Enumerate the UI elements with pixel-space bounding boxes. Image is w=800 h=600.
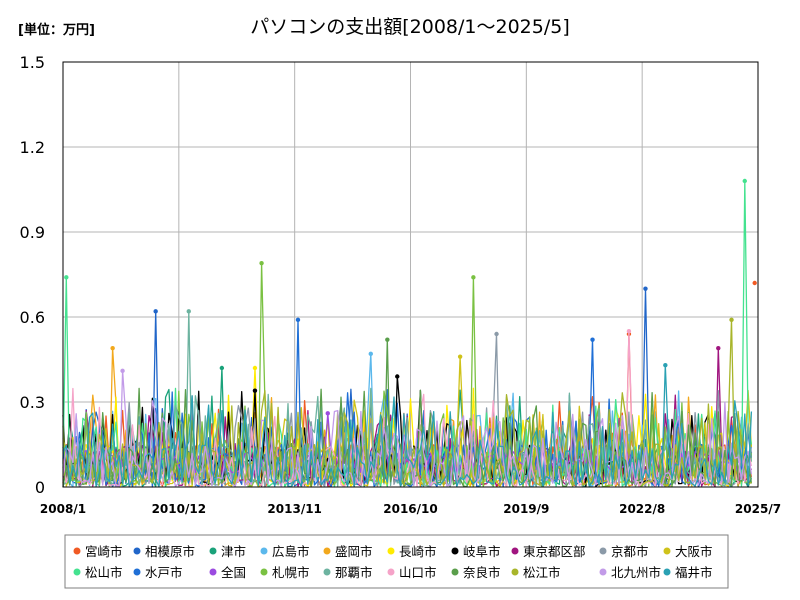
x-tick-label: 2022/8 [619,502,665,516]
legend-marker [260,568,268,576]
legend-label: 松江市 [523,565,561,580]
y-axis-ticks: 0 0.3 0.6 0.9 1.2 1.5 [20,53,45,497]
legend-label: 全国 [221,565,246,580]
series-point [252,365,258,371]
legend-label: 松山市 [85,565,123,580]
legend-label: 広島市 [272,544,310,559]
series-point [295,317,301,323]
legend-label: 京都市 [611,544,649,559]
legend-marker [209,547,217,555]
legend-label: 大阪市 [675,544,713,559]
legend-marker [133,547,141,555]
legend-marker [73,568,81,576]
series-point [368,351,373,357]
x-tick-label: 2008/1 [40,502,86,516]
series-point [110,345,115,351]
plot-area-border [62,61,759,488]
legend-label: 那覇市 [335,565,373,580]
legend-marker [599,547,607,555]
series-point [252,388,258,393]
x-tick-label: 2010/12 [152,502,206,516]
legend-label: 相模原市 [145,544,195,559]
legend-marker [323,568,331,576]
series-point [590,337,595,342]
legend-marker [133,568,141,576]
legend-label: 岐阜市 [463,544,501,559]
legend-label: 山口市 [399,565,437,580]
x-tick-label: 2019/9 [503,502,549,516]
legend-marker [209,568,217,576]
series-point [385,337,390,342]
x-tick-label: 2016/10 [383,502,437,516]
series-point [626,328,632,334]
y-tick-label: 1.5 [20,53,45,72]
legend-marker [451,568,459,576]
legend-marker [387,547,395,555]
legend-marker [451,547,459,555]
legend-box [64,534,729,589]
x-axis-ticks: 2008/1 2010/12 2013/11 2016/10 2019/9 2022/8 2… [40,502,781,516]
x-tick-label: 2013/11 [267,502,321,516]
chart-title: パソコンの支出額[2008/1～2025/5] [250,16,570,38]
legend-label: 宮崎市 [85,544,123,559]
legend-label: 北九州市 [611,565,661,580]
legend-marker [663,547,671,555]
legend-label: 東京都区部 [523,544,586,559]
legend-label: 長崎市 [399,544,437,559]
y-tick-label: 0.6 [20,308,45,327]
legend-marker [511,547,519,555]
legend-marker [511,568,519,576]
series-point [457,354,463,359]
series-point [752,280,757,286]
series-point [471,275,476,280]
series-point [64,275,69,280]
series-line [62,180,753,488]
series-point [395,374,400,379]
series-line [62,364,753,488]
y-tick-label: 0.9 [20,223,45,242]
legend-marker [599,568,607,576]
legend-label: 福井市 [675,565,713,580]
series-line [62,262,753,488]
series-lines [62,178,757,488]
legend-marker [663,568,671,576]
legend-marker [323,547,331,555]
legend-marker [73,547,81,555]
series-point [643,286,648,291]
series-point [259,260,264,266]
series-point [219,365,225,371]
y-tick-label: 0.3 [20,393,45,412]
y-tick-label: 0 [35,478,45,497]
y-tick-label: 1.2 [20,138,45,157]
series-point [742,178,747,184]
legend-label: 盛岡市 [335,544,373,559]
series-point [663,362,668,368]
series-point [716,345,721,351]
legend-label: 札幌市 [272,565,310,580]
series-point [120,368,125,374]
legend-label: 奈良市 [463,565,501,580]
series-point [325,411,330,416]
series-point [494,331,499,337]
legend-marker [260,547,268,555]
legend-marker [387,568,395,576]
series-point [729,317,734,323]
legend-label: 水戸市 [145,565,183,580]
x-tick-label: 2025/7 [735,502,781,516]
series-point [153,309,158,314]
series-point [186,309,191,314]
legend-label: 津市 [221,544,246,559]
chart-unit-label: [単位：万円] [18,22,95,38]
